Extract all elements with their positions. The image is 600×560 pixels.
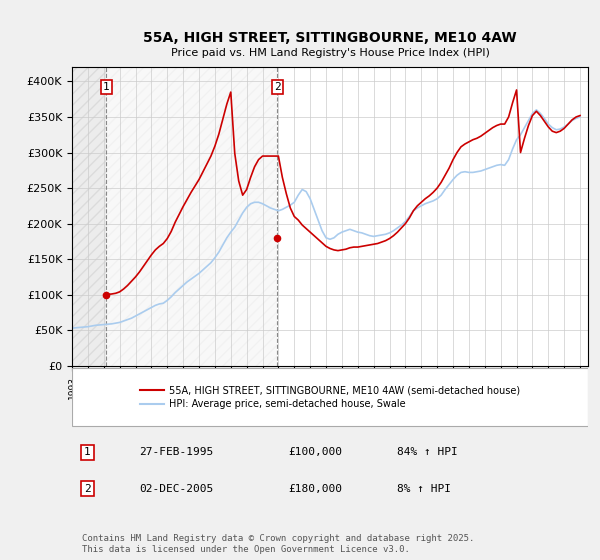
Text: Contains HM Land Registry data © Crown copyright and database right 2025.
This d: Contains HM Land Registry data © Crown c… [82, 534, 475, 554]
Text: 84% ↑ HPI: 84% ↑ HPI [397, 447, 458, 458]
Text: 2: 2 [84, 484, 91, 493]
Text: 55A, HIGH STREET, SITTINGBOURNE, ME10 4AW: 55A, HIGH STREET, SITTINGBOURNE, ME10 4A… [143, 31, 517, 45]
Point [272, 234, 282, 242]
Text: 8% ↑ HPI: 8% ↑ HPI [397, 484, 451, 493]
Text: £100,000: £100,000 [289, 447, 343, 458]
Text: 1: 1 [84, 447, 91, 458]
Text: 02-DEC-2005: 02-DEC-2005 [139, 484, 214, 493]
FancyBboxPatch shape [72, 368, 588, 426]
Text: £180,000: £180,000 [289, 484, 343, 493]
Text: 2: 2 [274, 82, 281, 92]
Legend: 55A, HIGH STREET, SITTINGBOURNE, ME10 4AW (semi-detached house), HPI: Average pr: 55A, HIGH STREET, SITTINGBOURNE, ME10 4A… [135, 380, 525, 414]
Point [101, 290, 111, 299]
Text: Price paid vs. HM Land Registry's House Price Index (HPI): Price paid vs. HM Land Registry's House … [170, 48, 490, 58]
Text: 1: 1 [103, 82, 110, 92]
Text: 27-FEB-1995: 27-FEB-1995 [139, 447, 214, 458]
